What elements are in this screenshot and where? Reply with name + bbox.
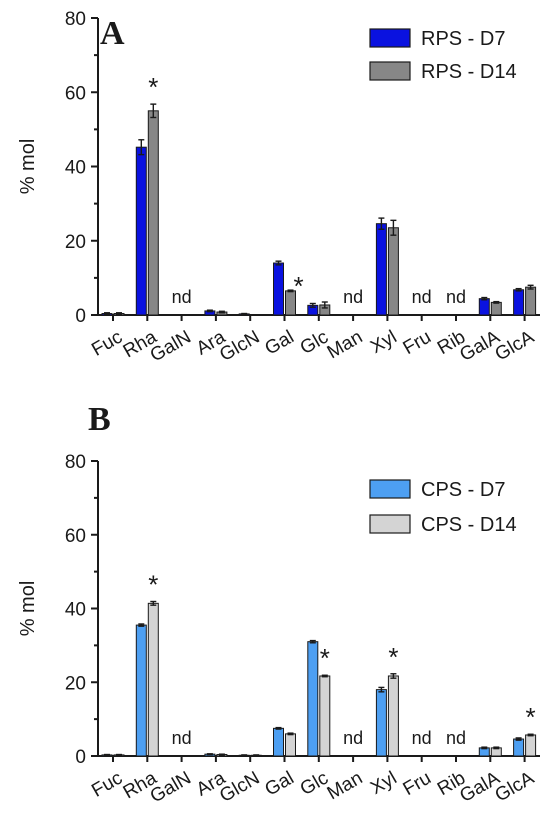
x-tick-label: GlcN: [216, 768, 263, 807]
x-tick-label: Man: [324, 768, 367, 805]
legend-swatch: [369, 479, 411, 499]
bar: [525, 734, 537, 757]
bar: [525, 286, 537, 316]
not-detected-label: nd: [412, 287, 432, 307]
y-tick-label: 80: [65, 9, 86, 30]
significance-marker: *: [388, 642, 398, 672]
bar: [135, 146, 147, 316]
x-tick-label: GlcN: [216, 327, 263, 366]
legend-swatch: [369, 514, 411, 534]
bar: [387, 227, 399, 316]
legend-label: CPS - D14: [421, 514, 517, 536]
significance-marker: *: [148, 569, 158, 599]
legend-label: RPS - D7: [421, 28, 505, 50]
x-tick-label: Man: [324, 327, 367, 364]
not-detected-label: nd: [172, 287, 192, 307]
legend-swatch: [369, 61, 411, 81]
bar: [273, 727, 284, 757]
x-tick-label: Gal: [262, 327, 298, 360]
not-detected-label: nd: [172, 728, 192, 748]
x-tick-label: GlcA: [492, 768, 538, 807]
bar: [375, 689, 387, 757]
x-tick-label: Xyl: [367, 327, 400, 358]
y-axis-label: % mol: [17, 139, 39, 195]
x-tick-label: Fru: [400, 327, 435, 359]
not-detected-label: nd: [412, 728, 432, 748]
y-tick-label: 40: [65, 600, 86, 621]
y-tick-label: 60: [65, 83, 86, 104]
legend-label: CPS - D7: [421, 479, 505, 501]
bar: [387, 675, 399, 757]
y-tick-label: 20: [65, 673, 86, 694]
x-tick-label: Xyl: [367, 768, 400, 799]
y-tick-label: 60: [65, 526, 86, 547]
y-tick-label: 0: [75, 747, 86, 768]
legend-swatch: [369, 28, 411, 48]
bar: [513, 738, 525, 757]
bar: [147, 602, 159, 757]
bar: [147, 110, 159, 316]
bar: [375, 223, 387, 316]
bar: [307, 641, 319, 757]
x-tick-label: GalN: [147, 327, 195, 367]
x-tick-label: GalN: [147, 768, 195, 808]
y-tick-label: 80: [65, 452, 86, 473]
x-tick-label: GlcA: [492, 327, 538, 366]
legend-label: RPS - D14: [421, 61, 517, 83]
not-detected-label: nd: [446, 728, 466, 748]
y-tick-label: 20: [65, 232, 86, 253]
panel-letter: B: [88, 401, 111, 438]
not-detected-label: nd: [446, 287, 466, 307]
significance-marker: *: [293, 271, 303, 301]
bar: [273, 262, 284, 316]
x-tick-label: Fru: [400, 768, 435, 800]
y-tick-label: 40: [65, 158, 86, 179]
not-detected-label: nd: [343, 287, 363, 307]
significance-marker: *: [320, 643, 330, 673]
x-tick-label: Gal: [262, 768, 298, 801]
bar: [319, 675, 331, 757]
significance-marker: *: [148, 72, 158, 102]
bar: [490, 301, 502, 316]
y-tick-label: 0: [75, 306, 86, 327]
significance-marker: *: [526, 702, 536, 732]
bar: [285, 733, 296, 757]
bar: [513, 289, 525, 316]
bar: [478, 298, 490, 316]
panel-letter: A: [100, 15, 125, 52]
bar: [135, 624, 147, 757]
y-axis-label: % mol: [17, 581, 39, 637]
not-detected-label: nd: [343, 728, 363, 748]
